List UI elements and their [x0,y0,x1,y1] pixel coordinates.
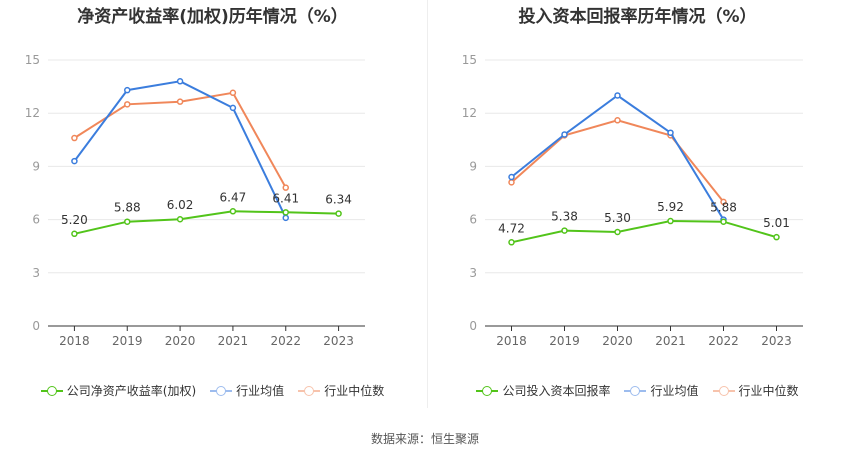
legend-line-circle-icon [476,385,499,397]
data-label: 5.20 [61,213,88,227]
data-source-note: 数据来源：恒生聚源 [370,432,479,446]
y-tick-label: 9 [469,159,477,173]
data-point [614,117,621,124]
legend-item-industry-median[interactable]: 行业中位数 [712,382,799,399]
data-point [561,227,568,234]
series-line [511,219,777,244]
legend-label: 行业中位数 [324,384,385,398]
data-point [176,98,184,105]
data-point [71,230,78,238]
data-point [720,218,727,225]
data-point [667,129,674,136]
data-point [176,78,184,85]
chart-plot: 0 3 6 9 12 15 2018 2019 2020 2021 2022 2023 4.72 5.38… [462,53,803,348]
x-tick-label: 2023 [323,334,354,348]
x-tick-label: 2019 [549,334,580,348]
chart-plot: 0 3 6 9 12 15 2018 2019 2020 2021 2022 2023 5.20 5.88… [25,53,365,348]
data-point [71,157,78,165]
data-label: 5.30 [604,211,631,225]
legend-label: 行业中位数 [738,384,799,398]
data-label: 4.72 [498,221,525,235]
chart-panel-roic: 投入资本回报率历年情况（%） 0 3 6 9 12 15 2018 2019 2020 2021 2… [425,0,850,410]
x-tick-label: 2018 [496,334,527,348]
legend-line-circle-icon [40,385,63,397]
x-tick-label: 2019 [112,334,143,348]
series-line [510,119,725,203]
y-tick-label: 9 [32,159,40,173]
data-point [176,215,184,223]
x-tick-label: 2021 [655,334,686,348]
data-point [282,214,289,222]
data-point [508,239,515,246]
legend-line-circle-icon [624,385,647,397]
data-label: 6.34 [325,193,352,207]
y-tick-label: 12 [462,106,477,120]
series-line [73,91,287,189]
data-label: 5.92 [657,200,684,214]
legend-label: 公司净资产收益率(加权) [66,384,197,398]
y-tick-label: 0 [32,319,40,333]
data-point [773,233,780,241]
data-point [124,101,131,108]
data-point [561,131,568,138]
legend-item-company[interactable]: 公司投入资本回报率 [476,382,610,399]
data-label: 6.02 [167,198,194,212]
x-tick-label: 2018 [59,334,90,348]
series-line [74,210,339,235]
x-tick-label: 2021 [218,334,249,348]
legend-line-circle-icon [298,385,321,397]
legend-item-industry-median[interactable]: 行业中位数 [298,382,384,399]
data-point [282,209,289,216]
data-point [667,217,674,225]
data-point [124,86,131,94]
y-tick-label: 6 [469,213,477,227]
data-point [720,198,727,206]
data-point [229,208,237,215]
series-line [510,94,725,221]
y-tick-label: 0 [469,319,477,333]
y-tick-label: 15 [462,53,477,67]
legend-line-circle-icon [712,385,735,397]
legend-item-industry-mean[interactable]: 行业均值 [210,382,284,399]
x-tick-label: 2023 [761,334,792,348]
data-point [508,179,515,186]
data-point [229,89,237,97]
data-point [124,218,131,225]
data-point [614,92,621,99]
data-label: 5.88 [710,201,737,215]
legend-item-company[interactable]: 公司净资产收益率(加权) [40,382,197,399]
y-tick-label: 3 [469,266,477,280]
x-tick-label: 2020 [602,334,633,348]
legend-line-circle-icon [210,385,233,397]
panel-divider [427,0,428,408]
x-tick-label: 2020 [165,334,196,348]
data-point [71,134,78,142]
chart-title: 投入资本回报率历年情况（%） [518,7,757,27]
data-label: 6.41 [272,191,299,205]
chart-panel-roe: 净资产收益率(加权)历年情况（%） 0 3 6 9 12 15 2018 2019 2020 20… [0,0,425,410]
data-label: 5.88 [114,201,141,215]
y-tick-label: 12 [25,106,40,120]
y-tick-label: 15 [25,53,40,67]
y-tick-label: 3 [32,266,40,280]
data-label: 5.01 [763,216,790,230]
data-point [614,228,621,236]
legend-item-industry-mean[interactable]: 行业均值 [624,382,699,399]
y-tick-label: 6 [32,213,40,227]
data-point [508,173,515,181]
data-label: 5.38 [551,210,578,224]
chart-legend: 公司净资产收益率(加权) 行业均值 行业中位数 [0,382,425,399]
data-point [282,184,289,191]
chart-legend: 公司投入资本回报率 行业均值 行业中位数 [425,382,850,399]
legend-label: 公司投入资本回报率 [502,384,611,398]
data-point [335,210,342,217]
legend-label: 行业均值 [650,384,699,398]
x-tick-label: 2022 [708,334,739,348]
chart-title: 净资产收益率(加权)历年情况（%） [77,7,348,27]
x-tick-label: 2022 [270,334,301,348]
data-label: 6.47 [220,190,247,204]
legend-label: 行业均值 [236,384,285,398]
data-point [229,104,237,112]
